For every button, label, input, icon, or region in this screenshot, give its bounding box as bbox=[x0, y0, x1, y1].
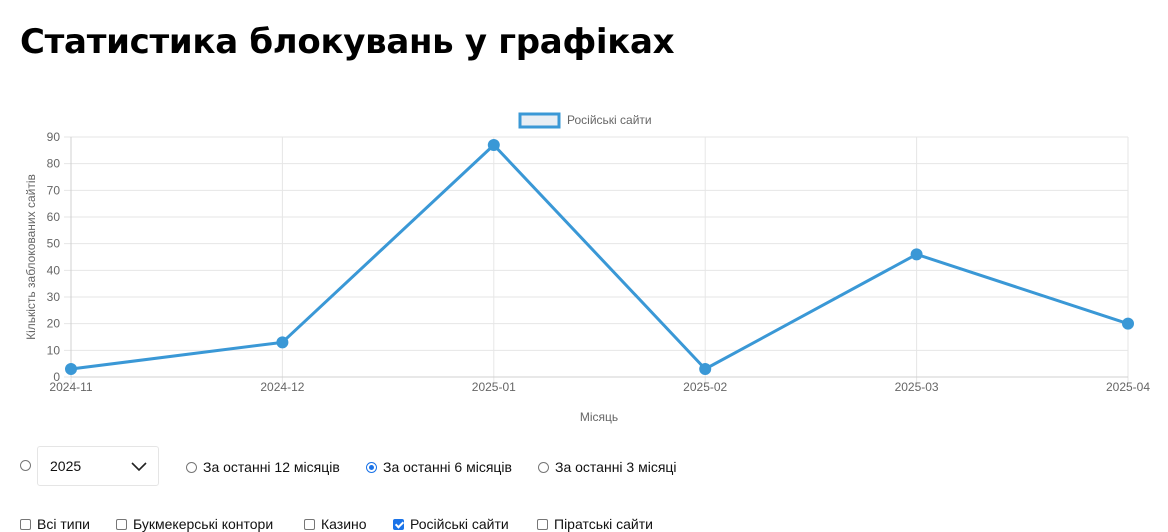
type-filters: Всі типи Букмекерські контори Казино Рос… bbox=[0, 512, 1168, 532]
x-tick-label: 2024-12 bbox=[260, 380, 304, 394]
year-radio[interactable] bbox=[20, 460, 31, 471]
filter-label: Всі типи bbox=[37, 516, 90, 532]
period-controls: 2025 За останні 12 місяців За останні 6 … bbox=[0, 446, 1168, 488]
filter-casino[interactable]: Казино bbox=[304, 516, 367, 532]
y-tick-label: 30 bbox=[47, 290, 61, 304]
legend-swatch[interactable] bbox=[518, 112, 561, 129]
filter-russian-sites[interactable]: Російські сайти bbox=[393, 516, 509, 532]
checkbox-russian-sites[interactable] bbox=[393, 518, 404, 530]
year-select-value: 2025 bbox=[50, 458, 82, 474]
x-tick-label: 2024-11 bbox=[49, 380, 92, 394]
y-tick-label: 0 bbox=[53, 370, 60, 384]
period-option-3-months[interactable]: За останні 3 місяці bbox=[538, 459, 677, 475]
checkbox-all-types[interactable] bbox=[20, 518, 31, 530]
y-axis-label: Кількість заблокованих сайтів bbox=[24, 174, 38, 340]
page-title: Статистика блокувань у графіках bbox=[20, 22, 675, 62]
data-point[interactable] bbox=[910, 248, 923, 261]
period-option-label: За останні 12 місяців bbox=[203, 459, 340, 475]
y-tick-label: 10 bbox=[47, 343, 61, 357]
x-axis: 2024-11 2024-12 2025-01 2025-02 2025-03 2025-… bbox=[49, 380, 1150, 394]
filter-pirate-sites[interactable]: Піратські сайти bbox=[537, 516, 653, 532]
data-point[interactable] bbox=[487, 139, 500, 151]
x-tick-label: 2025-01 bbox=[472, 380, 516, 394]
checkbox-casino[interactable] bbox=[304, 518, 315, 530]
y-tick-label: 40 bbox=[47, 263, 61, 277]
y-axis: 0 10 20 30 40 50 60 70 80 90 bbox=[47, 130, 61, 384]
period-option-label: За останні 6 місяців bbox=[383, 459, 512, 475]
period-option-6-months[interactable]: За останні 6 місяців bbox=[366, 459, 512, 475]
data-point[interactable] bbox=[276, 336, 289, 349]
line-chart: Російські сайти 0 10 20 30 40 50 60 70 80 90 2024… bbox=[24, 112, 1150, 424]
filter-label: Букмекерські контори bbox=[133, 516, 274, 532]
x-tick-label: 2025-04 bbox=[1106, 380, 1150, 394]
period-option-12-months[interactable]: За останні 12 місяців bbox=[186, 459, 340, 475]
chevron-down-icon bbox=[131, 462, 147, 472]
filter-bookmakers[interactable]: Букмекерські контори bbox=[116, 516, 273, 532]
period-option-label: За останні 3 місяці bbox=[555, 459, 677, 475]
year-radio-option[interactable] bbox=[20, 460, 31, 471]
chart-grid bbox=[64, 136, 1129, 384]
y-tick-label: 70 bbox=[47, 183, 61, 197]
y-tick-label: 90 bbox=[47, 130, 61, 144]
radio-6-months[interactable] bbox=[366, 461, 377, 473]
radio-12-months[interactable] bbox=[186, 461, 197, 473]
x-tick-label: 2025-03 bbox=[895, 380, 939, 394]
y-tick-label: 60 bbox=[47, 210, 61, 224]
year-select[interactable]: 2025 bbox=[37, 446, 159, 486]
filter-all-types[interactable]: Всі типи bbox=[20, 516, 90, 532]
filter-label: Російські сайти bbox=[410, 516, 509, 532]
filter-label: Піратські сайти bbox=[554, 516, 653, 532]
x-tick-label: 2025-02 bbox=[683, 380, 727, 394]
y-tick-label: 80 bbox=[47, 157, 61, 171]
x-axis-label: Місяць bbox=[580, 410, 618, 424]
data-point[interactable] bbox=[1122, 317, 1134, 330]
chart-series bbox=[65, 139, 1134, 375]
filter-label: Казино bbox=[321, 516, 367, 532]
series-line bbox=[70, 143, 1129, 371]
data-point[interactable] bbox=[699, 363, 712, 375]
radio-3-months[interactable] bbox=[538, 461, 549, 473]
legend-label[interactable]: Російські сайти bbox=[567, 113, 652, 127]
checkbox-bookmakers[interactable] bbox=[116, 518, 127, 530]
checkbox-pirate-sites[interactable] bbox=[537, 518, 548, 530]
y-tick-label: 50 bbox=[47, 237, 61, 251]
chart-legend[interactable]: Російські сайти bbox=[518, 112, 652, 129]
data-point[interactable] bbox=[65, 363, 77, 375]
y-tick-label: 20 bbox=[47, 317, 61, 331]
